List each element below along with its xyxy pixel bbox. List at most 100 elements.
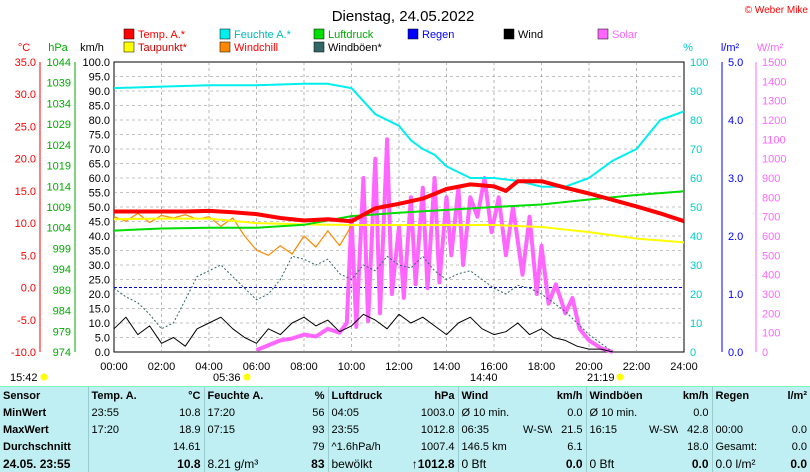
x-tick-label: 00:00 (100, 361, 128, 373)
wm2-axis-tick-label: 1500 (762, 57, 786, 69)
stats-table: Sensor Temp. A. °C Feuchte A.% Luftdruck hPa W… (0, 387, 810, 472)
x-tick-label: 10:00 (338, 361, 366, 373)
hpa-unit: hPa (48, 42, 68, 54)
stats-cell: 04:05 (327, 404, 400, 421)
stats-cell: 14.61 (172, 440, 201, 453)
stats-row: MinWert 23:55 10.8 17:20 56 04:05 1003.0 Ø 10 m… (0, 404, 810, 421)
stats-cell: 0.0 (693, 406, 709, 419)
temp-axis-tick-label: 10.0 (15, 218, 36, 230)
stats-cell (646, 455, 678, 472)
x-tick-label: 22:00 (623, 361, 651, 373)
copyright-label: © Weber Mike (745, 5, 809, 16)
legend-label: Wind (518, 29, 543, 41)
series-lines (113, 82, 685, 354)
stats-cell: 93 (312, 423, 325, 436)
x-tick-label: 18:00 (528, 361, 556, 373)
legend-swatch (503, 28, 515, 40)
stats-cell: W-SW (649, 423, 678, 436)
x-tick-label: 12:00 (385, 361, 413, 373)
kmh-axis-tick-label: 40.0 (89, 231, 110, 243)
stats-cell: 0 Bft (457, 455, 520, 472)
stats-cell: 17:20 (203, 404, 282, 421)
kmh-axis-tick-label: 100.0 (82, 57, 110, 69)
kmh-axis-tick-label: 15.0 (89, 304, 110, 316)
stats-cell (520, 455, 552, 472)
stats-cell: 56 (312, 406, 325, 419)
legend-label: Windchill (234, 42, 278, 54)
stats-cell: 0.0 l/m² (711, 455, 774, 472)
stats-cell: 0.0 (790, 456, 807, 471)
wm2-axis-tick-label: 1200 (762, 115, 786, 127)
x-tick-label: 08:00 (290, 361, 318, 373)
kmh-axis-tick-label: 90.0 (89, 86, 110, 98)
series-wind (113, 313, 613, 353)
legend-swatch (407, 28, 419, 40)
legend-label: Regen (422, 29, 454, 41)
stats-cell: 17:20 (87, 421, 150, 438)
lm2-unit: l/m² (721, 42, 740, 54)
kmh-axis-tick-label: 0.0 (95, 347, 110, 359)
stats-cell: 79 (312, 440, 325, 453)
stats-cell: 1007.4 (420, 440, 455, 453)
x-tick-label: 02:00 (148, 361, 176, 373)
stats-cell: 07:15 (203, 421, 282, 438)
lm2-axis-tick-label: 2.0 (728, 231, 743, 243)
kmh-axis-tick-label: 65.0 (89, 159, 110, 171)
stats-cell: MaxWert (3, 423, 49, 436)
stats-cell: MinWert (3, 406, 47, 419)
stats-cell: 23:55 (327, 421, 400, 438)
pct-axis-tick-label: 100 (690, 57, 708, 69)
pct-axis-tick-label: 60 (690, 173, 702, 185)
chart-grid (113, 61, 685, 353)
legend-swatch (219, 28, 231, 40)
stats-cell: Gesamt: (711, 438, 774, 455)
hpa-axis-tick-label: 984 (53, 306, 71, 318)
lm2-axis-tick-label: 1.0 (728, 289, 743, 301)
sun-icon (40, 373, 48, 381)
stats-row: 24.05. 23:55 10.8 8.21 g/m³ 83 bewölkt ↑1012.… (0, 455, 810, 472)
pct-axis-tick-label: 0 (690, 347, 696, 359)
wm2-axis-tick-label: 1300 (762, 96, 786, 108)
legend-swatch (313, 28, 325, 40)
chart-legend: Temp. A.* Feuchte A.* Luftdruck Regen Wind So… (123, 28, 638, 54)
stats-cell: ^1.6hPa/h (327, 438, 400, 455)
wm2-axis-tick-label: 900 (762, 173, 780, 185)
wm2-unit: W/m² (757, 42, 784, 54)
hpa-axis-tick-label: 974 (53, 347, 71, 359)
pct-axis-tick-label: 30 (690, 260, 702, 272)
series-feuchtea (113, 82, 685, 188)
stats-row: Durchschnitt 14.61 79 ^1.6hPa/h 1007.4 146.5 … (0, 438, 810, 455)
kmh-axis-tick-label: 30.0 (89, 260, 110, 272)
stats-cell: bewölkt (327, 455, 400, 472)
hpa-axis-tick-label: 999 (53, 243, 71, 255)
series-taupunkt (113, 217, 685, 244)
legend-label: Windböen* (328, 42, 383, 54)
stats-cell: 1012.8 (420, 423, 455, 436)
temp-axis-tick-label: 5.0 (21, 250, 36, 262)
axis-ticks: 35.0 30.0 25.0 20.0 15.0 10.0 5.0 0.0 -5.0 -10.0 1… (11, 57, 787, 373)
stats-header-cell: Luftdruck (327, 387, 400, 404)
kmh-axis-tick-label: 55.0 (89, 188, 110, 200)
wm2-axis-tick-label: 400 (762, 270, 780, 282)
stats-cell: 10.8 (177, 456, 201, 471)
hpa-axis-tick-label: 1019 (47, 161, 71, 173)
wm2-axis-tick-label: 700 (762, 212, 780, 224)
stats-cell: 00:00 (711, 421, 774, 438)
stats-cell: 1003.0 (420, 406, 455, 419)
stats-cell: 18.0 (687, 440, 709, 453)
stats-cell: 0.0 (791, 423, 807, 436)
stats-cell: 06:35 (457, 421, 520, 438)
stats-cell: 24.05. 23:55 (3, 456, 71, 471)
kmh-axis-tick-label: 5.0 (95, 333, 110, 345)
hpa-axis-tick-label: 1024 (47, 140, 71, 152)
stats-header-cell: Windböen (585, 387, 678, 404)
stats-cell: 8.21 g/m³ (203, 455, 282, 472)
temp-axis-tick-label: 25.0 (15, 121, 36, 133)
temp-axis-tick-label: 0.0 (21, 283, 36, 295)
stats-cell: 0.0 (791, 440, 807, 453)
stats-cell (203, 438, 282, 455)
kmh-axis-tick-label: 80.0 (89, 115, 110, 127)
hpa-axis-tick-label: 1009 (47, 202, 71, 214)
x-tick-label: 04:00 (195, 361, 223, 373)
series-luftdruck (113, 190, 685, 232)
